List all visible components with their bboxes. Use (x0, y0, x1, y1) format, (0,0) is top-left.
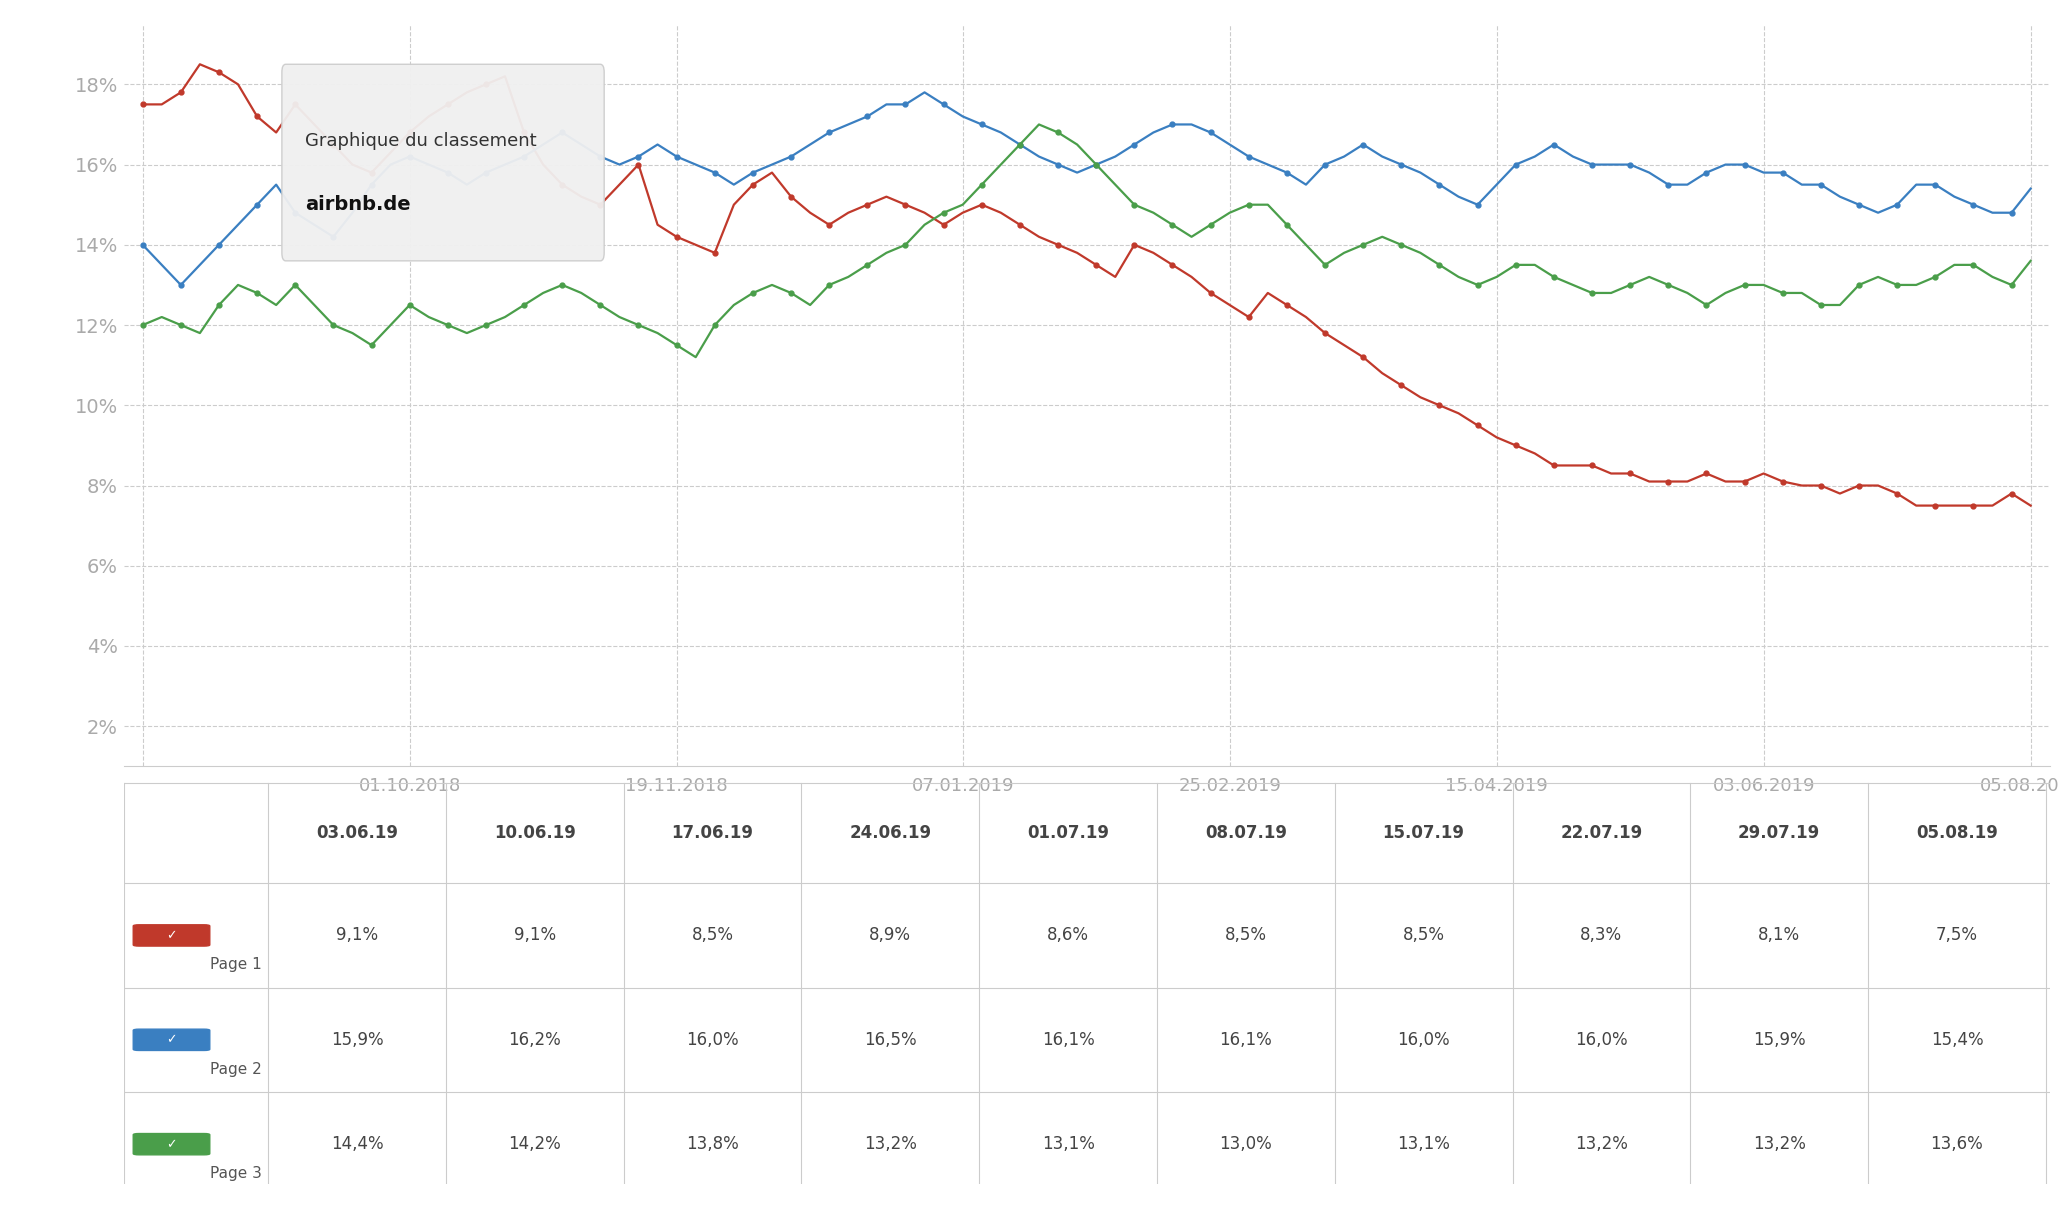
Text: 24.06.19: 24.06.19 (849, 824, 931, 842)
Text: 13,6%: 13,6% (1930, 1136, 1984, 1154)
Text: 16,1%: 16,1% (1042, 1030, 1094, 1049)
Text: 15,9%: 15,9% (332, 1030, 383, 1049)
Text: 13,2%: 13,2% (1576, 1136, 1627, 1154)
FancyBboxPatch shape (134, 1029, 210, 1051)
Text: 05.08.19: 05.08.19 (1916, 824, 1998, 842)
Text: 01.07.19: 01.07.19 (1028, 824, 1108, 842)
Text: airbnb.de: airbnb.de (305, 196, 410, 214)
Text: 15,4%: 15,4% (1930, 1030, 1984, 1049)
Text: ✓: ✓ (167, 929, 177, 942)
Text: 16,5%: 16,5% (863, 1030, 917, 1049)
Text: 8,5%: 8,5% (1403, 927, 1444, 945)
Text: 8,6%: 8,6% (1046, 927, 1090, 945)
FancyBboxPatch shape (282, 64, 604, 261)
Text: Graphique du classement: Graphique du classement (305, 132, 536, 150)
Text: 8,5%: 8,5% (1226, 927, 1267, 945)
Text: 13,2%: 13,2% (863, 1136, 917, 1154)
Text: 9,1%: 9,1% (336, 927, 377, 945)
Text: 9,1%: 9,1% (513, 927, 556, 945)
Text: 16,0%: 16,0% (686, 1030, 740, 1049)
Text: 7,5%: 7,5% (1936, 927, 1978, 945)
Text: Page 3: Page 3 (210, 1166, 262, 1181)
Text: 14,2%: 14,2% (509, 1136, 560, 1154)
Text: ✓: ✓ (167, 1033, 177, 1046)
Text: 14,4%: 14,4% (332, 1136, 383, 1154)
Text: 17.06.19: 17.06.19 (672, 824, 754, 842)
Text: 13,1%: 13,1% (1042, 1136, 1094, 1154)
Text: 8,1%: 8,1% (1757, 927, 1800, 945)
Text: 15,9%: 15,9% (1753, 1030, 1805, 1049)
Text: 03.06.19: 03.06.19 (315, 824, 398, 842)
Text: 8,5%: 8,5% (692, 927, 733, 945)
Text: Page 1: Page 1 (210, 957, 262, 972)
Text: 16,1%: 16,1% (1220, 1030, 1273, 1049)
Text: 13,8%: 13,8% (686, 1136, 740, 1154)
Text: 10.06.19: 10.06.19 (494, 824, 575, 842)
Text: 16,0%: 16,0% (1397, 1030, 1450, 1049)
Text: 29.07.19: 29.07.19 (1739, 824, 1821, 842)
Text: Page 2: Page 2 (210, 1062, 262, 1076)
Text: 13,1%: 13,1% (1397, 1136, 1450, 1154)
Text: 15.07.19: 15.07.19 (1382, 824, 1465, 842)
Text: 22.07.19: 22.07.19 (1559, 824, 1642, 842)
Text: 08.07.19: 08.07.19 (1205, 824, 1288, 842)
FancyBboxPatch shape (134, 925, 210, 946)
Text: ✓: ✓ (167, 1138, 177, 1151)
Text: 13,2%: 13,2% (1753, 1136, 1807, 1154)
Text: 13,0%: 13,0% (1220, 1136, 1273, 1154)
Text: 8,9%: 8,9% (869, 927, 911, 945)
Text: 16,0%: 16,0% (1576, 1030, 1627, 1049)
FancyBboxPatch shape (134, 1133, 210, 1155)
Text: 8,3%: 8,3% (1580, 927, 1623, 945)
Text: 16,2%: 16,2% (509, 1030, 560, 1049)
